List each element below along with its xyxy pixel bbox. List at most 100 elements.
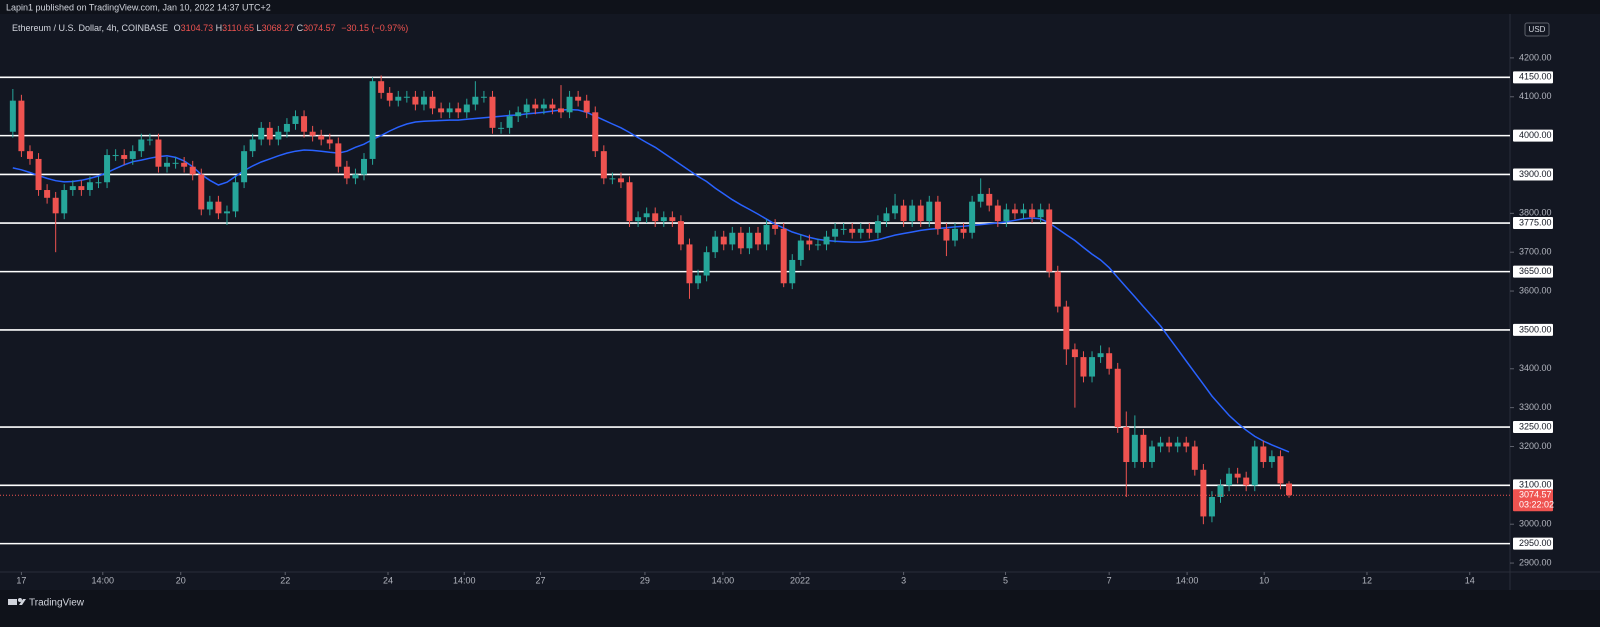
candle-body [677,221,684,245]
x-tick-label: 14:00 [712,575,735,585]
candle-body [198,174,205,210]
candle-body [429,96,436,109]
candle-body [275,131,282,140]
candle-body [472,96,479,105]
last-price-label: 3074.57 [1519,490,1552,500]
candle-body [917,205,924,222]
header-text: Lapin1 published on TradingView.com, Jan… [6,2,271,12]
candle-body [386,92,393,101]
candle-body [241,151,248,183]
candle-body [1183,442,1190,447]
candle-body [446,108,453,113]
candle-body [746,232,753,249]
y-tick-label: 3400.00 [1519,363,1552,373]
candle-body [883,213,890,222]
candle-body [335,143,342,167]
candle-body [378,81,385,93]
candle-body [643,213,650,218]
legend: Ethereum / U.S. Dollar, 4h, COINBASE O31… [12,23,408,33]
ohlc-prefix: C [297,23,304,33]
candle-body [669,217,676,222]
candle-body [960,228,967,233]
x-tick-label: 17 [16,575,26,585]
candle-body [609,178,616,180]
candle-body [1234,473,1241,478]
candle-body [763,224,770,245]
candle-body [994,205,1001,222]
candle-body [1071,349,1078,358]
candle-body [26,151,33,159]
candle-body [61,190,68,214]
level-label-box [1513,421,1553,434]
candle-body [832,228,839,237]
candle-body [189,166,196,175]
candle-body [789,259,796,284]
x-tick-label: 14:00 [92,575,115,585]
level-label-box [1513,323,1553,336]
candle-body [206,201,213,210]
candle-body [849,228,856,233]
candle-body [977,193,984,202]
candle-body [866,228,873,233]
candle-body [352,174,359,179]
level-label-box [1513,479,1553,492]
y-tick-label: 3200.00 [1519,441,1552,451]
logo-shape [19,599,26,605]
level-label: 3650.00 [1519,266,1552,276]
y-tick-label: 4200.00 [1519,52,1552,62]
candle-body [969,201,976,233]
y-tick-label: 3800.00 [1519,208,1552,218]
candle-body [1037,209,1044,218]
candle-body [121,155,128,159]
ohlc-value: 3104.73 [181,23,214,33]
candle-body [1123,427,1130,463]
candle-body [575,96,582,101]
candle-body [1097,353,1104,358]
candle-body [104,155,111,183]
candle-body [420,96,427,105]
level-label-box [1513,168,1553,181]
candle-body [232,182,239,212]
candle-body [951,228,958,241]
level-label-box [1513,537,1553,550]
candle-body [626,182,633,222]
candle-body [292,116,299,124]
y-tick-label: 4100.00 [1519,91,1552,101]
x-tick-label: 3 [901,575,906,585]
candle-body [1011,209,1018,214]
candle-body [1226,473,1233,486]
candle-body [909,205,916,222]
level-label: 2950.00 [1519,538,1552,548]
x-tick-label: 22 [280,575,290,585]
candle-body [772,224,779,229]
candle-body [498,127,505,129]
candle-body [1003,209,1010,222]
candle-body [95,182,102,184]
candle-body [164,162,171,167]
candle-body [301,116,308,132]
candle-body [112,155,119,157]
candle-body [309,131,316,136]
candle-body [1200,469,1207,517]
candle-body [737,232,744,249]
level-label: 3500.00 [1519,324,1552,334]
logo-shape [8,599,17,605]
candle-body [660,217,667,222]
x-tick-label: 12 [1362,575,1372,585]
candle-body [712,236,719,253]
candle-body [223,211,230,214]
x-tick-label: 10 [1259,575,1269,585]
x-tick-label: 20 [176,575,186,585]
candle-body [1131,434,1138,463]
candle-body [1174,442,1181,447]
candle-body [1106,353,1113,369]
y-tick-label: 3000.00 [1519,519,1552,529]
x-tick-label: 24 [383,575,393,585]
candle-body [558,108,565,113]
candle-body [480,96,487,98]
candle-body [172,162,179,164]
candle-body [1063,306,1070,350]
candle-body [18,100,25,152]
candle-body [1260,446,1267,463]
